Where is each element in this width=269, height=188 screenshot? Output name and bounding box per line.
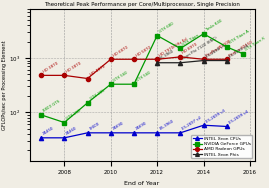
Text: E5-2699 v4: E5-2699 v4 [228, 110, 249, 125]
Text: X5450: X5450 [43, 126, 55, 136]
Text: GTX 560: GTX 560 [112, 70, 128, 82]
Text: FirePro W9100: FirePro W9100 [205, 39, 231, 58]
Text: E5-3960: E5-3960 [158, 49, 174, 61]
Text: GTX Titan A: GTX Titan A [228, 30, 250, 45]
Text: i9000: i9000 [89, 122, 100, 131]
Text: HD 4870: HD 4870 [89, 64, 105, 77]
Text: GTX Titan: GTX Titan [182, 33, 200, 47]
Text: GTX 285: GTX 285 [89, 89, 105, 101]
Text: E5-2698 v3: E5-2698 v3 [205, 44, 226, 59]
Text: HD 5870: HD 5870 [135, 45, 152, 58]
Text: FirePro S9150: FirePro S9150 [228, 40, 253, 58]
Text: Xeon Phi 7120 (KNC): Xeon Phi 7120 (KNC) [182, 36, 218, 61]
Text: 8800 GTS: 8800 GTS [43, 100, 61, 113]
Text: GTX 680: GTX 680 [158, 22, 175, 34]
Text: Tesla K40: Tesla K40 [205, 19, 223, 32]
Y-axis label: GFLOPs/sec per Processing Element: GFLOPs/sec per Processing Element [2, 40, 7, 130]
Legend: INTEL Xeon CPUs, NVIDIA GeForce GPUs, AMD Radeon GPUs, INTEL Xeon Phis: INTEL Xeon CPUs, NVIDIA GeForce GPUs, AM… [191, 135, 252, 158]
Text: HD 3870: HD 3870 [66, 61, 82, 74]
Text: E5-2699 v3: E5-2699 v3 [205, 108, 226, 124]
Text: GTX 260: GTX 260 [66, 108, 82, 121]
Text: HD 7970/GHz Ed: HD 7970/GHz Ed [158, 37, 188, 58]
Text: GTX Titan X: GTX Titan X [245, 36, 266, 52]
Text: E5-2699 v4: E5-2699 v4 [228, 44, 249, 59]
Text: HD 6870: HD 6870 [112, 45, 129, 58]
Title: Theoretical Peak Performance per Core/Multiprocessor, Single Precision: Theoretical Peak Performance per Core/Mu… [44, 2, 240, 7]
Text: HD 3870: HD 3870 [43, 61, 59, 74]
Text: X5460: X5460 [66, 126, 78, 136]
Text: E5-3960: E5-3960 [158, 119, 174, 131]
X-axis label: End of Year: End of Year [125, 181, 160, 186]
Text: GTX 560: GTX 560 [135, 70, 151, 82]
Text: E5-2697 v2: E5-2697 v2 [182, 116, 203, 131]
Text: HD 8970: HD 8970 [182, 43, 198, 55]
Text: X5690: X5690 [135, 121, 148, 131]
Text: X5690: X5690 [112, 121, 125, 131]
